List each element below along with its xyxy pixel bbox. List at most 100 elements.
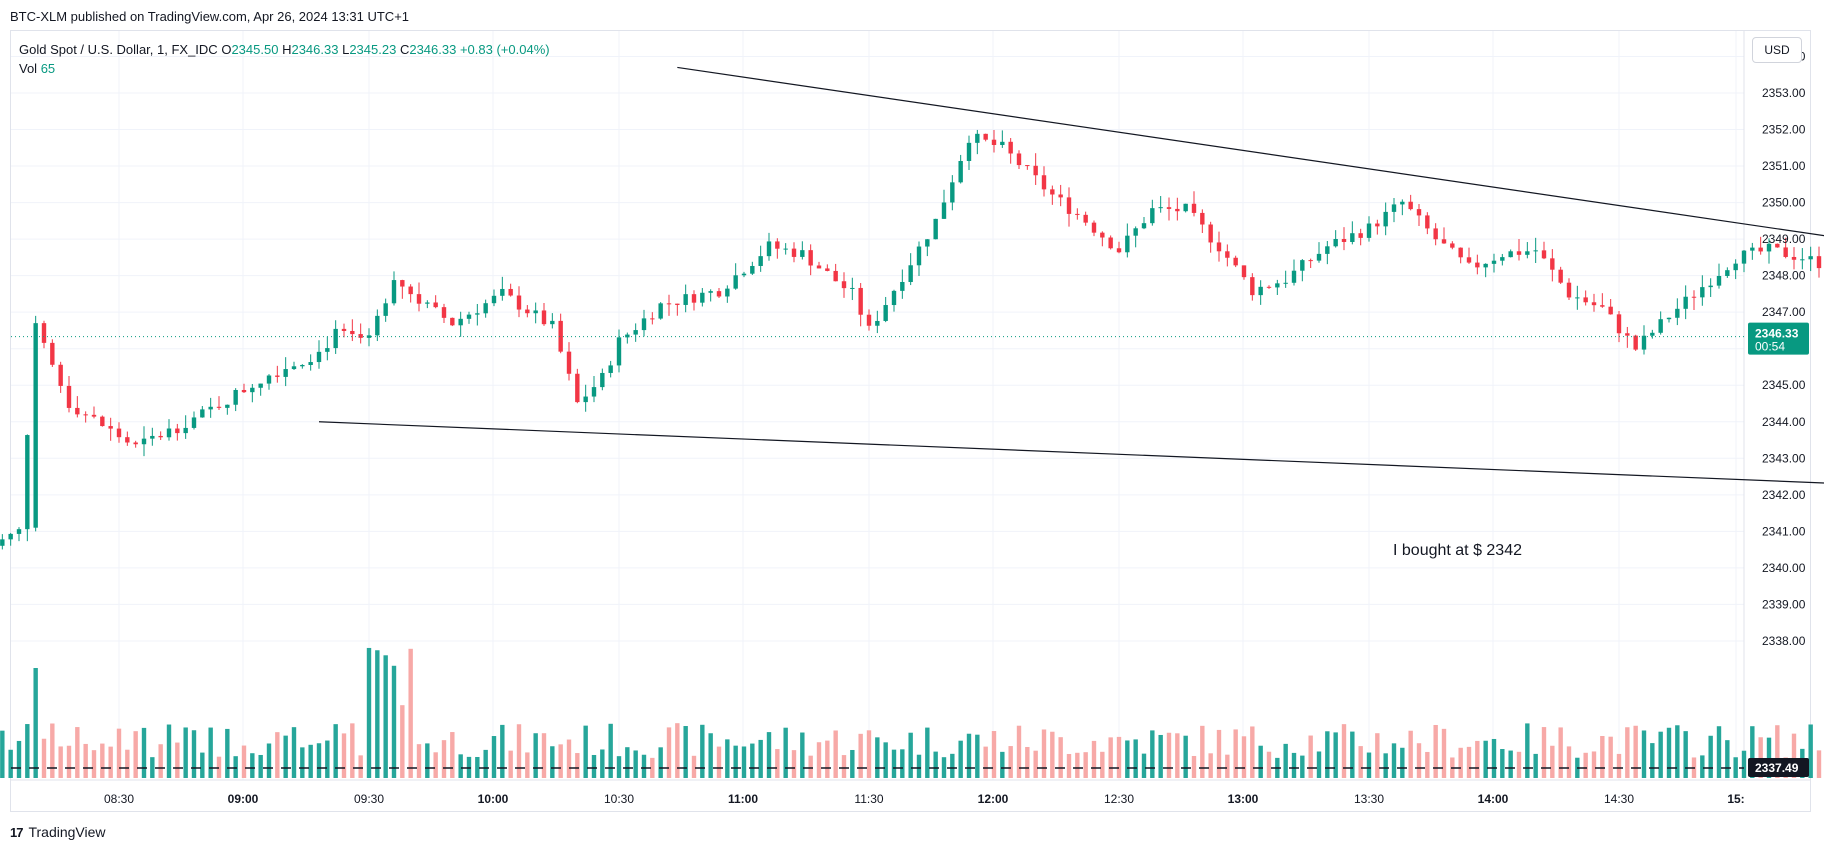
volume-bar <box>133 731 138 778</box>
volume-bar <box>241 745 247 778</box>
candle-body <box>316 351 322 363</box>
candle-body <box>1483 263 1488 268</box>
candle-body <box>133 442 138 445</box>
price-tick-label: 2341.00 <box>1762 524 1806 538</box>
candle-body <box>425 302 430 304</box>
price-tick-label: 2338.00 <box>1762 634 1806 648</box>
candle-body <box>333 328 338 349</box>
candle-body <box>933 218 938 240</box>
price-tick-label: 2349.00 <box>1762 232 1806 246</box>
price-tick-label: 2339.00 <box>1762 597 1806 611</box>
volume-bar <box>1466 746 1472 778</box>
candle-body <box>1241 265 1247 278</box>
volume-bar <box>1033 750 1038 778</box>
candle-body <box>1416 209 1422 216</box>
volume-bar <box>708 733 713 778</box>
volume-bar <box>16 740 22 778</box>
candle-body <box>83 414 88 416</box>
ohlc-close-value: 2346.33 <box>409 42 457 57</box>
volume-bar <box>1233 729 1238 778</box>
volume-bar <box>825 740 830 778</box>
volume-bar <box>1416 743 1422 778</box>
volume-bar <box>1133 739 1138 778</box>
candle-body <box>225 404 230 408</box>
candle-body <box>1066 197 1072 214</box>
volume-bar <box>975 734 980 778</box>
countdown-label: 00:54 <box>1755 340 1785 354</box>
candle-body <box>1525 251 1530 255</box>
volume-bar <box>1625 727 1630 778</box>
chart-pane[interactable] <box>10 30 1811 812</box>
candle-body <box>1600 305 1605 307</box>
candle-body <box>1808 256 1813 260</box>
volume-bar <box>1650 743 1655 778</box>
candle-body <box>1366 223 1372 238</box>
candle-body <box>1800 259 1805 261</box>
volume-bar <box>1441 728 1447 778</box>
candle-body <box>1783 247 1788 257</box>
candle-body <box>1258 286 1263 296</box>
symbol-title[interactable]: Gold Spot / U.S. Dollar, 1, FX_IDC <box>19 42 218 57</box>
volume-bar <box>766 732 772 778</box>
volume-bar <box>1766 737 1772 778</box>
candle-body <box>825 268 830 271</box>
volume-bar <box>575 753 580 778</box>
volume-bar <box>416 744 422 778</box>
volume-bar <box>208 727 213 778</box>
volume-bar <box>33 668 38 778</box>
candle-body <box>1533 250 1538 252</box>
volume-bar <box>1583 752 1588 778</box>
time-tick-label: 08:30 <box>104 792 134 806</box>
candle-body <box>308 362 313 366</box>
candle-body <box>525 309 530 314</box>
currency-button[interactable]: USD <box>1752 37 1802 63</box>
volume-bar <box>1816 750 1822 778</box>
candle-body <box>1516 251 1522 255</box>
candle-body <box>1716 275 1722 286</box>
volume-bar <box>1541 727 1547 778</box>
candle-body <box>1091 222 1097 233</box>
volume-bar <box>1341 724 1347 778</box>
candle-body <box>1308 260 1313 262</box>
volume-bar <box>1716 726 1722 778</box>
candle-body <box>533 310 538 314</box>
time-tick-label: 12:00 <box>978 792 1009 806</box>
volume-bar <box>566 739 572 778</box>
volume-bar <box>1175 733 1180 778</box>
candle-body <box>166 428 172 438</box>
volume-bar <box>200 752 205 778</box>
candle-body <box>158 435 163 438</box>
volume-bar <box>733 745 738 778</box>
candle-body <box>1766 243 1772 252</box>
candle-body <box>925 239 930 247</box>
volume-bar <box>583 725 588 778</box>
candle-body <box>1133 228 1138 236</box>
volume-bar <box>1191 755 1197 778</box>
volume-bar <box>875 737 880 778</box>
volume-bar <box>775 749 780 778</box>
volume-bar <box>833 730 838 778</box>
candle-body <box>1158 207 1163 209</box>
candle-body <box>275 375 280 377</box>
candle-body <box>1733 263 1738 271</box>
candle-body <box>591 387 597 397</box>
upper-resistance-trendline <box>677 66 1824 237</box>
chart-legend: Gold Spot / U.S. Dollar, 1, FX_IDC O2345… <box>19 40 550 78</box>
volume-bar <box>558 744 563 778</box>
candle-body <box>1725 270 1730 276</box>
volume-bar <box>1166 732 1172 778</box>
volume-bar <box>1675 725 1680 778</box>
volume-bar <box>816 742 822 778</box>
change-value: +0.83 (+0.04%) <box>459 42 550 57</box>
volume-bar <box>941 757 947 778</box>
volume-bar <box>1558 727 1563 778</box>
time-tick-label: 14:30 <box>1604 792 1634 806</box>
candle-body <box>516 295 522 310</box>
trade-annotation: I bought at $ 2342 <box>1393 542 1522 559</box>
volume-bar <box>958 740 963 778</box>
candle-body <box>958 160 963 183</box>
volume-bar <box>1008 746 1013 778</box>
candle-body <box>483 303 488 314</box>
candle-body <box>750 265 755 274</box>
